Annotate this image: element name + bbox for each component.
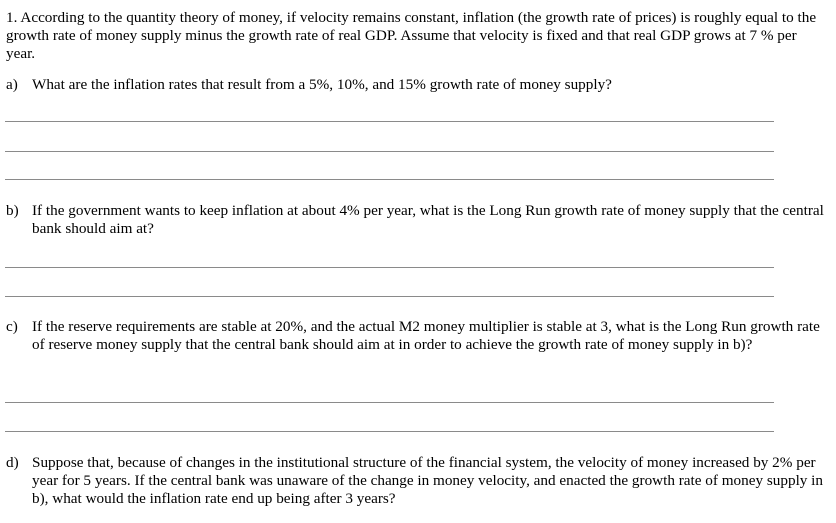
question-b-label: b)	[6, 202, 19, 219]
question-1-intro: 1. According to the quantity theory of m…	[6, 9, 828, 64]
answer-line-b-2	[5, 296, 774, 297]
answer-line-b-1	[5, 267, 774, 268]
question-a-text: What are the inflation rates that result…	[32, 76, 612, 93]
question-c: c) If the reserve requirements are stabl…	[6, 318, 828, 354]
question-b-text: If the government wants to keep inflatio…	[32, 202, 824, 238]
question-a-label: a)	[6, 76, 18, 93]
answer-line-a-3	[5, 179, 774, 180]
question-a: a) What are the inflation rates that res…	[6, 76, 828, 94]
question-c-label: c)	[6, 318, 18, 335]
answer-line-a-2	[5, 151, 774, 152]
intro-text: According to the quantity theory of mone…	[6, 9, 817, 63]
answer-line-c-2	[5, 431, 774, 432]
question-c-text: If the reserve requirements are stable a…	[32, 318, 820, 354]
question-d-label: d)	[6, 454, 19, 471]
question-d: d) Suppose that, because of changes in t…	[6, 454, 828, 509]
question-b: b) If the government wants to keep infla…	[6, 202, 828, 238]
question-d-text: Suppose that, because of changes in the …	[32, 454, 823, 508]
question-number: 1.	[6, 9, 18, 26]
answer-line-a-1	[5, 121, 774, 122]
answer-line-c-1	[5, 402, 774, 403]
